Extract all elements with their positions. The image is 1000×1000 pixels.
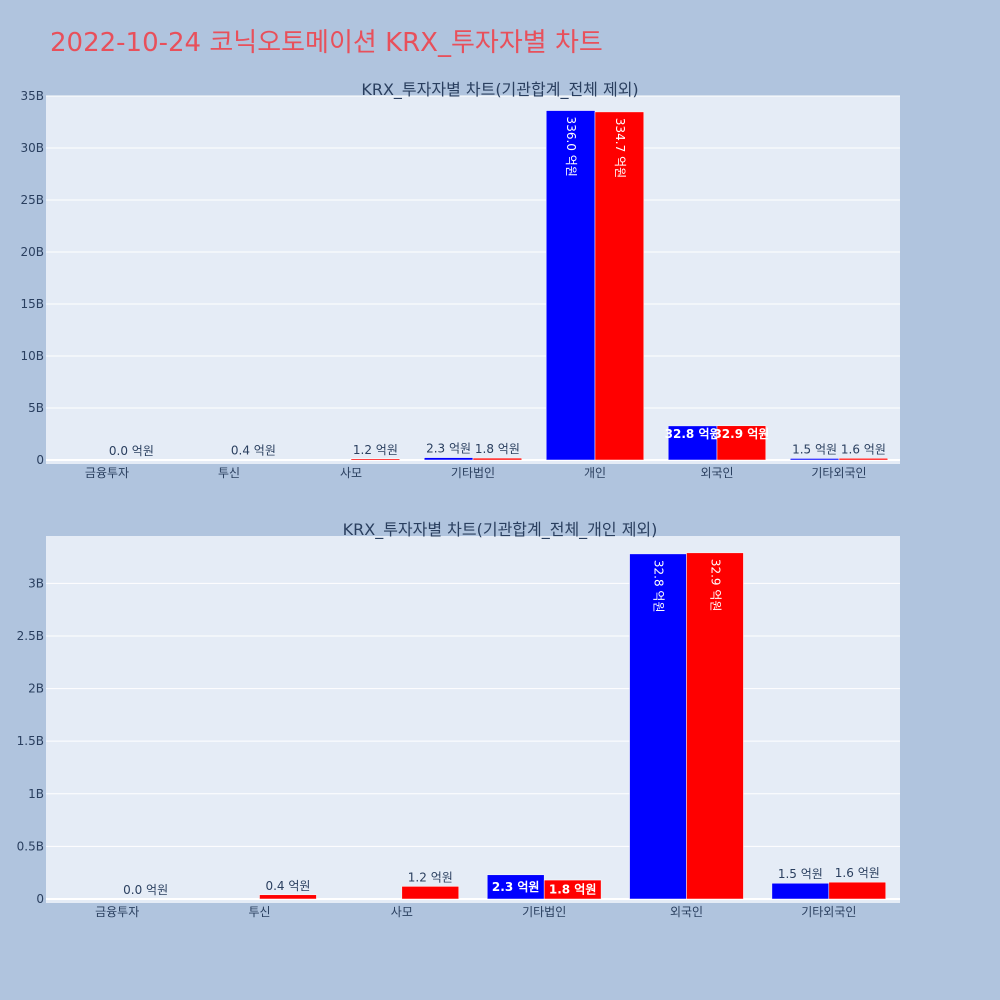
y-tick-label: 0 [36, 892, 44, 906]
bar [259, 894, 317, 900]
bar [472, 457, 523, 461]
bar [350, 458, 401, 461]
y-tick-label: 1.5B [17, 734, 44, 748]
data-label: 1.2 억원 [408, 870, 453, 884]
y-tick-label: 0.5B [17, 839, 44, 853]
data-label: 32.8 억원 [665, 427, 721, 441]
y-tick-label: 30B [20, 141, 44, 155]
bar [686, 552, 744, 900]
bar [828, 881, 887, 900]
data-label: 0.0 억원 [123, 883, 168, 897]
x-tick-label: 투신 [218, 466, 240, 480]
data-label: 1.5 억원 [778, 867, 823, 881]
x-tick-label: 외국인 [670, 905, 703, 919]
y-tick-label: 10B [20, 349, 44, 363]
y-tick-label: 25B [20, 193, 44, 207]
data-label: 1.6 억원 [841, 442, 886, 456]
bar [667, 425, 718, 461]
x-tick-label: 사모 [340, 466, 362, 480]
bar [716, 425, 767, 461]
data-label: 1.6 억원 [835, 866, 880, 880]
bar [629, 553, 687, 900]
y-tick-label: 2B [28, 682, 44, 696]
x-tick-label: 개인 [584, 466, 606, 480]
bar [771, 882, 830, 900]
y-tick-label: 2.5B [17, 629, 44, 643]
chart-title: KRX_투자자별 차트(기관합계_전체 제외) [361, 80, 638, 100]
x-tick-label: 기타법인 [522, 905, 566, 919]
y-tick-label: 35B [20, 89, 44, 103]
data-label: 0.4 억원 [265, 879, 310, 893]
data-label: 336.0 억원 [564, 117, 578, 177]
data-label: 1.2 억원 [353, 443, 398, 457]
x-tick-label: 기타법인 [451, 466, 495, 480]
data-label: 2.3 억원 [426, 442, 471, 456]
x-tick-label: 금융투자 [95, 905, 139, 919]
data-label: 0.0 억원 [109, 444, 154, 458]
y-tick-label: 1B [28, 787, 44, 801]
bar [401, 886, 460, 900]
x-tick-label: 외국인 [700, 466, 733, 480]
bar [545, 110, 596, 461]
bar [838, 458, 889, 461]
data-label: 0.4 억원 [231, 444, 276, 458]
x-tick-label: 투신 [248, 905, 270, 919]
chart-title: KRX_투자자별 차트(기관합계_전체_개인 제외) [343, 520, 658, 540]
data-label: 2.3 억원 [492, 880, 540, 894]
x-tick-label: 사모 [391, 905, 413, 919]
chart-bottom: 0 0.5B 1B 1.5B 2B 2.5B 3B KRX_투자자별 차트(기관합계_전체_개… [17, 520, 900, 919]
x-tick-label: 기타외국인 [801, 905, 856, 919]
data-label: 32.9 억원 [713, 427, 769, 441]
y-tick-label: 3B [28, 576, 44, 590]
plot-area [46, 96, 900, 464]
data-label: 32.8 억원 [652, 560, 666, 613]
bar [543, 879, 602, 900]
y-tick-label: 15B [20, 297, 44, 311]
y-tick-label: 5B [28, 401, 44, 415]
data-label: 32.9 억원 [708, 559, 722, 612]
data-label: 1.8 억원 [549, 883, 597, 897]
y-tick-label: 0 [36, 453, 44, 467]
data-label: 1.8 억원 [475, 442, 520, 456]
data-label: 334.7 억원 [613, 118, 627, 178]
bar [789, 458, 840, 461]
x-tick-label: 기타외국인 [811, 466, 866, 480]
bar [423, 457, 474, 461]
chart-top: 0 5B 10B 15B 20B 25B 30B 35B KRX_투자자별 차트(기관합계_전체… [20, 80, 900, 480]
plot-area [46, 536, 900, 903]
x-tick-label: 금융투자 [85, 466, 129, 480]
data-label: 1.5 억원 [792, 442, 837, 456]
bar [594, 111, 645, 461]
page-title: 2022-10-24 코닉오토메이션 KRX_투자자별 차트 [50, 28, 603, 58]
y-tick-label: 20B [20, 245, 44, 259]
